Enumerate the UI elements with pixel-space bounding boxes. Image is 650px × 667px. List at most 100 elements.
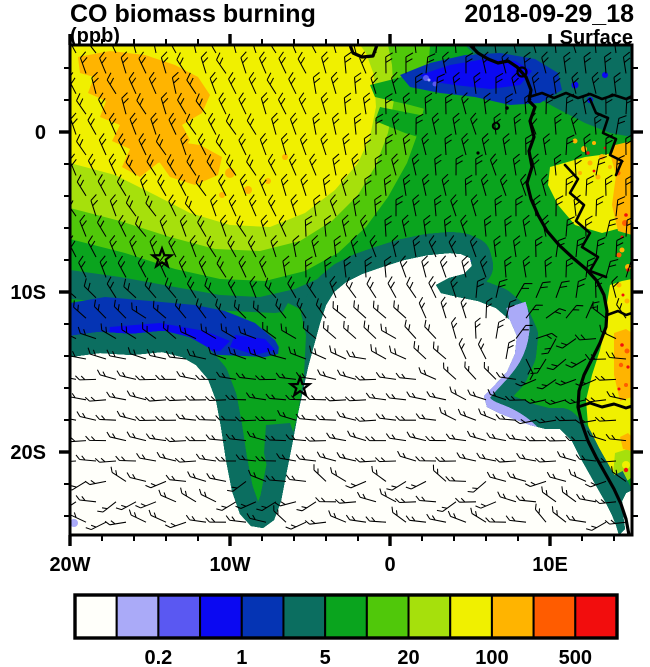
wind-barb	[271, 112, 279, 135]
wind-barb	[605, 93, 614, 115]
wind-barb	[444, 133, 453, 156]
contour-patch-orange	[244, 186, 252, 194]
wind-barb	[220, 323, 237, 340]
wind-barb	[341, 214, 350, 237]
wind-barb	[469, 235, 478, 258]
wind-barb	[574, 334, 597, 341]
wind-barb	[76, 133, 87, 156]
wind-barb	[162, 321, 177, 339]
wind-barb	[70, 324, 77, 340]
wind-barb	[109, 235, 117, 258]
wind-barb	[315, 414, 337, 421]
wind-barb	[523, 51, 531, 74]
wind-barb	[273, 505, 287, 523]
wind-barb	[276, 453, 297, 462]
wind-barb	[535, 281, 551, 299]
wind-barb	[494, 457, 517, 463]
wind-barb	[353, 300, 367, 319]
wind-barb	[280, 323, 297, 340]
plume-core-green	[272, 303, 306, 463]
wind-barb	[334, 498, 357, 504]
wind-barb	[345, 276, 357, 299]
wind-barb	[255, 455, 277, 462]
wind-barb	[470, 112, 478, 135]
lon-tick-label: 0	[384, 554, 395, 576]
wind-barb	[411, 153, 420, 176]
wind-barb	[391, 112, 400, 135]
wind-barb	[238, 133, 247, 156]
wind-barb	[256, 501, 277, 512]
wind-barb	[298, 92, 307, 115]
wind-barb	[246, 430, 267, 442]
wind-barb	[176, 370, 197, 380]
wind-barb	[245, 392, 267, 401]
wind-barb	[97, 501, 117, 513]
wind-barb	[595, 156, 607, 176]
wind-barb	[116, 370, 137, 380]
wind-barb	[145, 433, 167, 442]
wind-barb	[205, 434, 227, 442]
wind-barb	[282, 255, 290, 278]
wind-barb	[574, 418, 597, 424]
wind-barb	[255, 415, 277, 422]
wind-barb	[605, 258, 619, 278]
wind-barb	[320, 132, 328, 156]
colorbar-cell	[115, 594, 160, 639]
wind-barb	[555, 378, 577, 386]
wind-barb	[534, 418, 557, 424]
wind-barb	[605, 217, 618, 237]
wind-barb	[160, 51, 169, 74]
colorbar-frame	[73, 593, 619, 640]
wind-barb	[594, 416, 617, 422]
wind-barb	[336, 369, 357, 380]
wind-barb	[278, 214, 287, 237]
wind-barb	[383, 255, 392, 278]
wind-barb	[134, 216, 147, 237]
star-markers	[149, 245, 313, 398]
wind-barb	[238, 326, 257, 340]
wind-barb	[70, 370, 77, 380]
wind-barb	[278, 51, 287, 74]
wind-barb	[262, 322, 277, 340]
wind-barb	[158, 489, 177, 503]
wind-barb	[513, 235, 521, 258]
wind-barb	[561, 486, 577, 503]
contour-speck-sw	[70, 519, 78, 527]
wind-barb	[359, 214, 368, 237]
wind-barb	[464, 174, 473, 196]
wind-barb	[260, 92, 269, 115]
wind-barb	[421, 255, 429, 278]
wind-barb	[106, 72, 117, 95]
wind-barb	[413, 340, 427, 360]
wind-barb	[195, 374, 217, 380]
wind-barb	[394, 45, 402, 54]
wind-barb	[260, 214, 269, 237]
wind-barb	[204, 277, 217, 299]
wind-barb	[267, 348, 287, 360]
lon-tick-label: 10E	[532, 554, 568, 576]
wind-barb	[145, 195, 157, 217]
wind-barb	[604, 519, 627, 525]
wind-barb	[142, 322, 157, 340]
wind-barb	[415, 495, 437, 503]
wind-barb	[525, 304, 543, 319]
wind-barb	[435, 45, 445, 54]
wind-barb	[179, 214, 188, 237]
wind-barb	[565, 304, 584, 319]
fire-hotspot	[592, 169, 596, 173]
wind-barb	[235, 454, 257, 462]
wind-barb	[555, 338, 577, 349]
wind-barb	[405, 480, 427, 490]
wind-barb	[512, 153, 521, 176]
wind-barb	[146, 349, 167, 360]
colorbar-cell	[282, 594, 327, 639]
wind-barb	[356, 491, 377, 503]
wind-barb	[494, 194, 503, 217]
wind-barb	[370, 344, 387, 360]
wind-barb	[164, 396, 187, 402]
wind-barb	[460, 214, 468, 237]
wind-barb	[228, 72, 237, 95]
wind-barb	[391, 506, 407, 523]
wind-barb	[144, 277, 157, 299]
lon-tick-label: 20W	[49, 554, 90, 576]
